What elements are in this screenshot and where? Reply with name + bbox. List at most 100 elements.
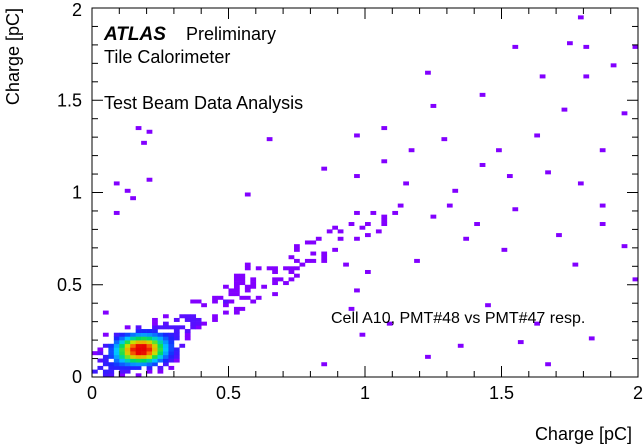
histogram-bin [304, 258, 311, 263]
histogram-bin [113, 365, 120, 370]
histogram-bin [381, 222, 388, 227]
histogram-bin [277, 277, 284, 282]
histogram-bin [162, 336, 169, 341]
histogram-bin [97, 365, 104, 370]
histogram-bin [381, 159, 388, 164]
histogram-bin [119, 358, 126, 363]
histogram-bin [446, 203, 453, 208]
histogram-bin [152, 332, 158, 337]
histogram-bin [119, 373, 126, 378]
histogram-bin [162, 314, 169, 319]
histogram-bin [233, 284, 240, 289]
y-tick-label: 0 [72, 367, 82, 387]
histogram-bin [255, 266, 262, 271]
histogram-bin [425, 70, 431, 75]
histogram-bin [141, 347, 147, 352]
histogram-bin [141, 340, 147, 345]
histogram-bin [108, 347, 115, 352]
histogram-bin [173, 336, 180, 341]
histogram-bin [124, 354, 131, 359]
histogram-bin [479, 162, 486, 167]
histogram-bin [119, 362, 126, 367]
histogram-bin [108, 351, 115, 356]
histogram-bin [135, 332, 142, 337]
histogram-bin [572, 262, 579, 267]
histogram-bin [157, 332, 164, 337]
histogram-bin [130, 354, 136, 359]
histogram-bin [135, 365, 142, 370]
histogram-bin [119, 343, 126, 348]
histogram-bin [130, 358, 136, 363]
histogram-bin [343, 262, 349, 267]
histogram-bin [102, 362, 109, 367]
histogram-bin [173, 325, 180, 330]
histogram-bin [135, 343, 142, 348]
histogram-bin [152, 329, 158, 334]
histogram-bin [108, 369, 115, 374]
histogram-bin [135, 340, 142, 345]
axis-ticks [91, 7, 639, 378]
plot-annotation-cell: Cell A10, PMT#48 vs PMT#47 resp. [331, 310, 585, 327]
histogram-bin [228, 292, 235, 297]
histogram-bin [124, 347, 131, 352]
histogram-bin [190, 314, 197, 319]
histogram-bin [146, 365, 153, 370]
histogram-bin [517, 340, 524, 345]
histogram-bin [119, 369, 126, 374]
histogram-bin [108, 362, 115, 367]
histogram-bin [184, 329, 191, 334]
histogram-bin [162, 343, 169, 348]
histogram-bin [233, 277, 240, 282]
histogram-bin [113, 354, 120, 359]
histogram-bin [283, 266, 289, 271]
histogram-bin [250, 281, 257, 286]
histogram-bin [168, 358, 175, 363]
histogram-bin [250, 299, 257, 304]
histogram-bin [162, 358, 169, 363]
histogram-bin [430, 103, 437, 108]
histogram-bin [430, 214, 437, 219]
histogram-bin [201, 321, 207, 326]
histogram-bin [354, 210, 360, 215]
histogram-bin [113, 343, 120, 348]
histogram-bin [141, 354, 147, 359]
histogram-bin [294, 244, 300, 249]
histogram-bin [184, 332, 191, 337]
histogram-bin [583, 44, 590, 49]
histogram-bin [310, 251, 317, 256]
histogram-bin [441, 137, 448, 142]
histogram-bin [157, 358, 164, 363]
histogram-bin [119, 336, 126, 341]
histogram-bin [233, 281, 240, 286]
plot-subtitle-tile-calorimeter: Tile Calorimeter [104, 47, 230, 67]
histogram-bin [102, 332, 109, 337]
histogram-bin [135, 358, 142, 363]
histogram-bin [146, 351, 153, 356]
histogram-bin [141, 336, 147, 341]
histogram-bin [130, 347, 136, 352]
histogram-bin [315, 236, 322, 241]
histogram-bin [102, 343, 109, 348]
histogram-bin [173, 347, 180, 352]
histogram-bin [152, 336, 158, 341]
histogram-bin [392, 210, 399, 215]
histogram-bin [141, 343, 147, 348]
histogram-bin [146, 129, 153, 134]
histogram-bin [512, 207, 519, 212]
histogram-bin [512, 44, 519, 49]
histogram-bin [599, 148, 606, 153]
histogram-bin [113, 351, 120, 356]
histogram-bin [233, 292, 240, 297]
histogram-bin [539, 74, 546, 79]
histogram-bin [479, 92, 486, 97]
histogram-bin [119, 332, 126, 337]
histogram-bin [173, 358, 180, 363]
histogram-bin [146, 369, 153, 374]
histogram-bin [474, 222, 480, 227]
histogram-bin [97, 347, 104, 352]
histogram-bin [157, 347, 164, 352]
histogram-bin [130, 362, 136, 367]
histogram-bin [332, 247, 338, 252]
histogram-bin [152, 347, 158, 352]
histogram-bin [124, 340, 131, 345]
